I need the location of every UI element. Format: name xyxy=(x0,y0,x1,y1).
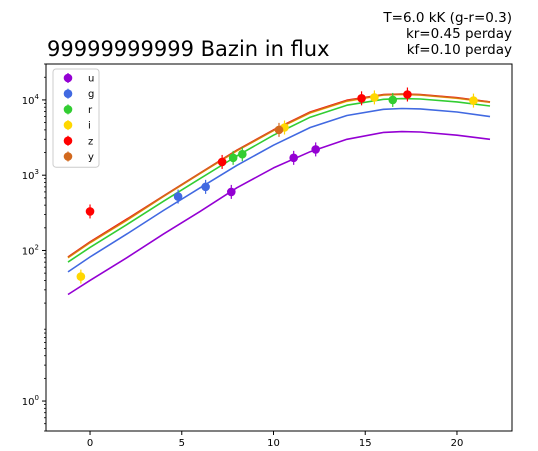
data-point-z-1 xyxy=(217,157,227,167)
chart-annotation: T=6.0 kK (g-r=0.3) kr=0.45 perday kf=0.1… xyxy=(383,10,512,58)
y-tick-label-10000: 104 xyxy=(22,93,40,107)
legend-label-u: u xyxy=(88,74,94,85)
model-curve-y xyxy=(67,93,491,259)
x-tick-label-10: 10 xyxy=(267,438,280,449)
data-point-z-0 xyxy=(85,207,95,216)
data-point-r-0 xyxy=(228,153,238,163)
legend-label-r: r xyxy=(88,105,93,116)
x-tick-label-5: 5 xyxy=(179,438,185,449)
x-tick-label-0: 0 xyxy=(87,438,93,449)
legend-marker-r xyxy=(63,105,73,114)
data-point-g-1 xyxy=(201,182,210,192)
model-curve-g xyxy=(67,107,491,273)
legend-marker-z xyxy=(63,136,73,146)
annotation-rise-rate: kr=0.45 perday xyxy=(405,26,512,42)
data-point-y-0 xyxy=(274,125,284,135)
model-curve-i xyxy=(67,93,491,259)
x-tick-label-20: 20 xyxy=(451,438,464,449)
y-tick-label-1: 100 xyxy=(22,394,39,408)
legend-label-g: g xyxy=(88,89,94,100)
data-point-z-3 xyxy=(403,90,412,99)
data-point-g-0 xyxy=(173,192,183,201)
legend-marker-i xyxy=(63,120,73,130)
data-point-i-3 xyxy=(469,96,478,105)
legend-label-z: z xyxy=(88,136,93,147)
annotation-fall-rate: kf=0.10 perday xyxy=(406,42,512,58)
model-curve-z xyxy=(67,93,491,258)
legend-label-i: i xyxy=(88,121,91,132)
y-tick-label-1000: 103 xyxy=(22,168,39,182)
data-point-r-2 xyxy=(388,95,398,105)
plot-frame xyxy=(45,63,513,432)
legend-label-y: y xyxy=(88,152,94,163)
legend-marker-u xyxy=(63,73,73,83)
data-point-i-0 xyxy=(76,272,86,281)
data-point-i-2 xyxy=(370,93,379,102)
chart-title: 99999999999 Bazin in flux xyxy=(47,37,330,61)
x-tick-label-15: 15 xyxy=(359,438,372,449)
y-tick-label-100: 102 xyxy=(22,243,39,257)
legend-marker-g xyxy=(63,89,73,98)
data-point-u-1 xyxy=(289,153,298,163)
data-point-u-0 xyxy=(226,187,236,197)
data-point-u-2 xyxy=(311,145,320,154)
legend-marker-y xyxy=(63,152,73,161)
data-point-r-1 xyxy=(238,149,247,159)
data-point-z-2 xyxy=(357,94,366,103)
annotation-temperature: T=6.0 kK (g-r=0.3) xyxy=(383,10,512,26)
model-curve-r xyxy=(67,97,491,263)
model-curve-u xyxy=(67,130,491,296)
